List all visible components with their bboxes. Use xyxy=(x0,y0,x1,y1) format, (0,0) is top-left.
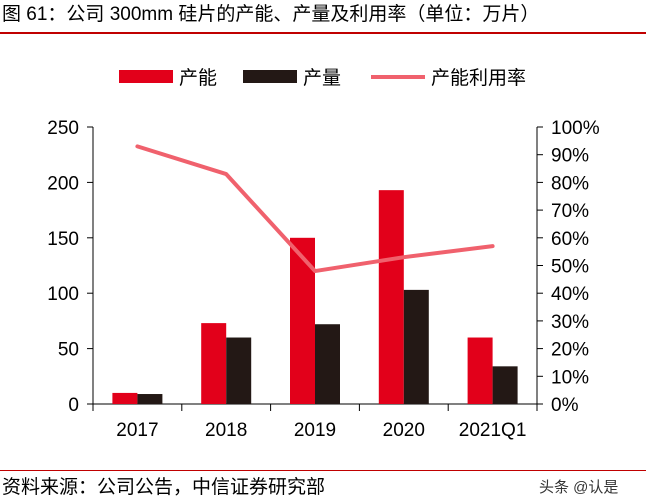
bar-capacity xyxy=(112,392,138,404)
x-tick-label: 2020 xyxy=(383,420,425,441)
x-tick-label: 2018 xyxy=(205,420,247,441)
legend-swatch-output xyxy=(243,70,297,83)
y-right-tick-label: 50% xyxy=(551,257,589,278)
watermark: 头条 @认是 xyxy=(536,476,622,500)
bar-output xyxy=(137,394,163,404)
legend-label-capacity: 产能 xyxy=(179,67,217,89)
y-right-tick-label: 0% xyxy=(551,395,579,416)
bar-capacity xyxy=(290,237,315,404)
y-right-tick-label: 70% xyxy=(551,201,589,222)
bar-output xyxy=(403,289,429,404)
y-left-tick-label: 250 xyxy=(47,118,79,139)
y-right-tick-label: 20% xyxy=(551,340,589,361)
y-left-tick-label: 0 xyxy=(68,395,79,416)
combo-chart: 产能 产量 产能利用率 0 50 100 150 200 250 0% 10% 20% 30% 40… xyxy=(47,67,599,441)
bars xyxy=(112,190,518,404)
tick-labels: 0 50 100 150 200 250 0% 10% 20% 30% 40% 50% 60% 70% 80… xyxy=(47,118,599,441)
bar-output xyxy=(226,337,252,404)
y-left-tick-label: 150 xyxy=(47,229,79,250)
figure-title: 图 61：公司 300mm 硅片的产能、产量及利用率（单位：万片） xyxy=(2,4,540,25)
x-tick-label: 2017 xyxy=(116,420,158,441)
y-left-tick-label: 200 xyxy=(47,173,79,194)
bar-capacity xyxy=(467,337,493,404)
y-left-tick-label: 50 xyxy=(58,340,79,361)
x-tick-label: 2019 xyxy=(294,420,336,441)
y-right-tick-label: 60% xyxy=(551,229,589,250)
y-right-tick-label: 30% xyxy=(551,312,589,333)
y-right-tick-label: 40% xyxy=(551,284,589,305)
source-rule xyxy=(0,470,646,471)
source-note: 资料来源：公司公告，中信证券研究部 xyxy=(2,477,326,498)
y-right-tick-label: 10% xyxy=(551,367,589,388)
y-right-tick-label: 80% xyxy=(551,173,589,194)
legend-swatch-capacity xyxy=(119,70,173,83)
legend-label-utilization: 产能利用率 xyxy=(431,67,526,89)
bar-output xyxy=(315,324,340,404)
utilization-polyline xyxy=(135,144,495,274)
bar-capacity xyxy=(201,323,227,404)
title-rule xyxy=(0,32,646,34)
bar-output xyxy=(492,366,518,404)
y-right-tick-label: 100% xyxy=(551,118,600,139)
y-left-tick-label: 100 xyxy=(47,284,79,305)
legend-label-output: 产量 xyxy=(303,67,341,89)
bar-capacity xyxy=(378,190,404,404)
legend: 产能 产量 产能利用率 xyxy=(119,67,526,89)
x-tick-label: 2021Q1 xyxy=(459,420,527,441)
utilization-line xyxy=(135,144,495,274)
y-right-tick-label: 90% xyxy=(551,146,589,167)
